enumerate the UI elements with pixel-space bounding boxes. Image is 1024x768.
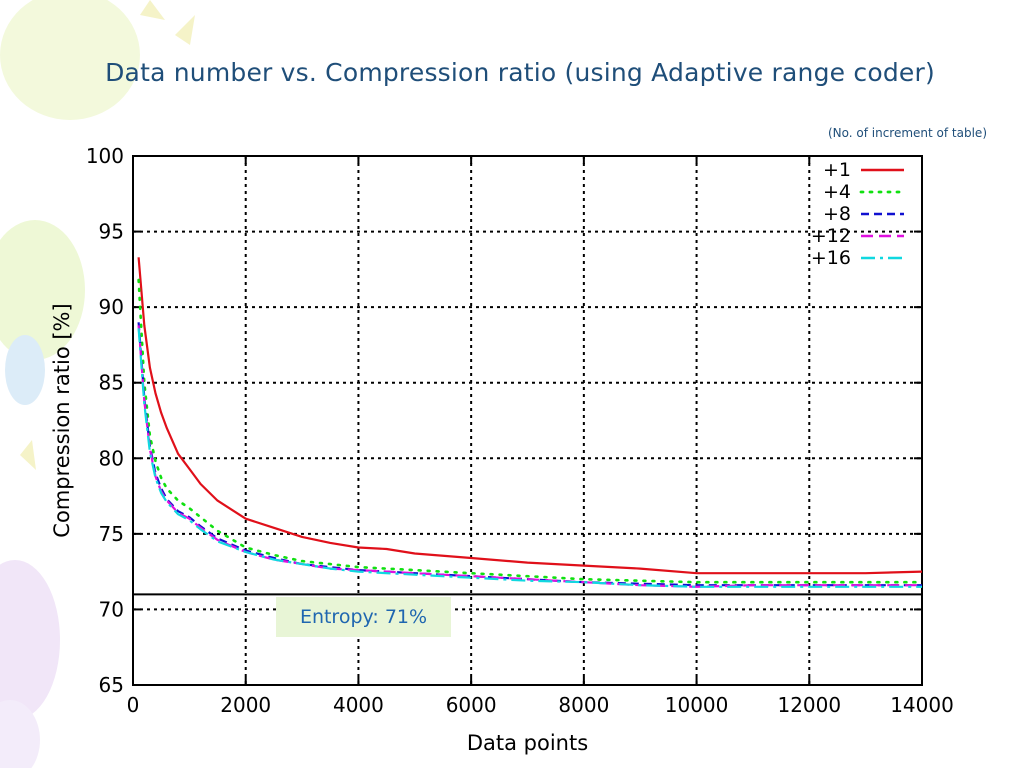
x-tick-label: 4000: [333, 693, 384, 717]
x-tick-label: 2000: [220, 693, 271, 717]
y-tick-label: 90: [99, 295, 124, 319]
y-tick-label: 95: [99, 220, 124, 244]
legend-label: +12: [811, 225, 851, 247]
x-tick-label: 14000: [890, 693, 954, 717]
x-tick-label: 12000: [777, 693, 841, 717]
slide-title: Data number vs. Compression ratio (using…: [105, 58, 935, 87]
x-tick-label: 10000: [665, 693, 729, 717]
x-axis-label: Data points: [467, 731, 588, 755]
y-tick-label: 75: [99, 522, 124, 546]
series-line-5: [137, 328, 922, 588]
series-line-4: [137, 325, 922, 588]
y-tick-label: 70: [99, 597, 124, 621]
y-tick-label: 85: [99, 371, 124, 395]
legend-label: +8: [823, 203, 851, 225]
chart-subtitle: (No. of increment of table): [827, 126, 987, 140]
x-tick-label: 8000: [558, 693, 609, 717]
x-tick-label: 0: [127, 693, 140, 717]
legend-label: +1: [823, 159, 851, 181]
y-axis-label: Compression ratio [%]: [50, 303, 74, 537]
y-tick-label: 80: [99, 446, 124, 470]
legend-label: +16: [811, 247, 851, 269]
plot-frame: [132, 155, 923, 686]
series-line-3: [137, 322, 922, 587]
y-tick-label: 100: [86, 144, 124, 168]
y-tick-label: 65: [99, 673, 124, 697]
legend-label: +4: [823, 181, 851, 203]
entropy-label: Entropy: 71%: [276, 597, 451, 637]
series-line-1: [137, 257, 923, 575]
x-tick-label: 6000: [446, 693, 497, 717]
series-line-2: [137, 278, 924, 584]
